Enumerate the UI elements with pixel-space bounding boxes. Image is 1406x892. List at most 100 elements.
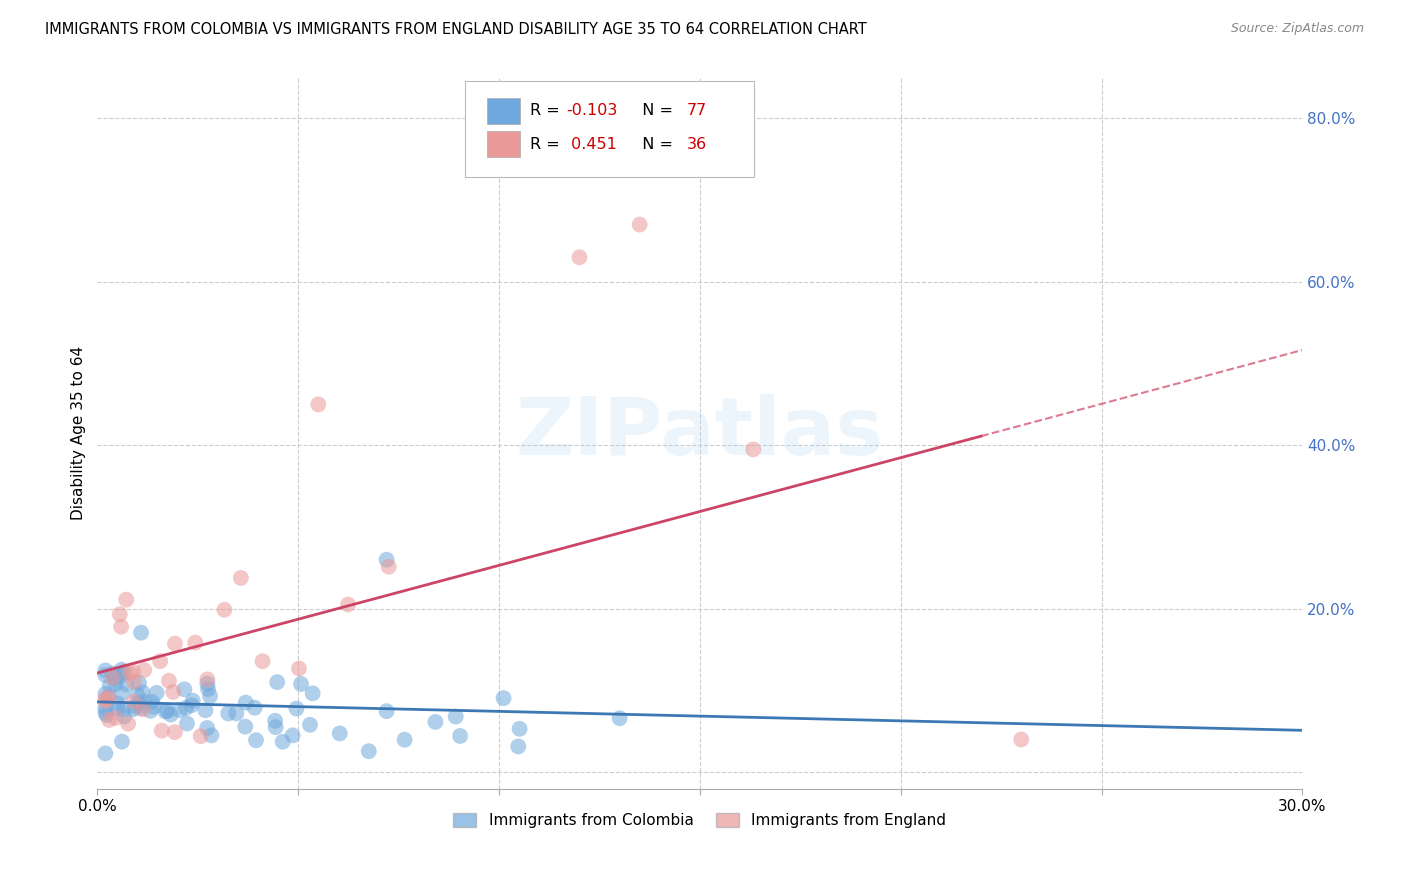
Point	[101, 666, 124, 681]
Point	[225, 706, 247, 721]
Text: 77: 77	[686, 103, 707, 119]
Point	[111, 734, 134, 748]
Point	[145, 686, 167, 700]
Point	[742, 442, 765, 457]
Point	[628, 218, 651, 232]
Point	[98, 690, 121, 705]
Point	[129, 701, 152, 715]
Point	[329, 726, 352, 740]
Point	[235, 696, 257, 710]
Point	[195, 676, 218, 690]
Text: IMMIGRANTS FROM COLOMBIA VS IMMIGRANTS FROM ENGLAND DISABILITY AGE 35 TO 64 CORR: IMMIGRANTS FROM COLOMBIA VS IMMIGRANTS F…	[45, 22, 866, 37]
Point	[112, 709, 135, 723]
Point	[285, 701, 308, 715]
Point	[508, 739, 530, 754]
Point	[492, 691, 515, 706]
Y-axis label: Disability Age 35 to 64: Disability Age 35 to 64	[72, 346, 86, 520]
Text: R =: R =	[530, 136, 565, 152]
Point	[128, 696, 150, 710]
Point	[176, 716, 198, 731]
Point	[142, 699, 165, 714]
Point	[149, 654, 172, 668]
Point	[118, 666, 141, 681]
Point	[110, 620, 132, 634]
Point	[117, 716, 139, 731]
Point	[195, 721, 218, 735]
Point	[195, 673, 218, 687]
Point	[375, 552, 398, 566]
Point	[98, 679, 121, 693]
Point	[159, 707, 181, 722]
Point	[217, 706, 239, 721]
Point	[568, 250, 591, 264]
Point	[94, 687, 117, 701]
Point	[264, 720, 287, 734]
Point	[115, 677, 138, 691]
Point	[129, 625, 152, 640]
Point	[194, 703, 217, 717]
Point	[115, 592, 138, 607]
Point	[173, 682, 195, 697]
Text: N =: N =	[633, 103, 679, 119]
Text: Source: ZipAtlas.com: Source: ZipAtlas.com	[1230, 22, 1364, 36]
Point	[377, 559, 399, 574]
Point	[134, 695, 156, 709]
Point	[124, 699, 146, 714]
Point	[150, 723, 173, 738]
Point	[609, 711, 631, 725]
Point	[162, 685, 184, 699]
Point	[198, 689, 221, 703]
Point	[94, 668, 117, 682]
Text: N =: N =	[633, 136, 679, 152]
Point	[169, 703, 191, 717]
Point	[200, 728, 222, 742]
Point	[301, 686, 323, 700]
Point	[108, 669, 131, 683]
Point	[111, 686, 134, 700]
Point	[128, 676, 150, 690]
Point	[375, 704, 398, 718]
Point	[190, 729, 212, 743]
FancyBboxPatch shape	[486, 131, 520, 157]
Point	[139, 704, 162, 718]
Point	[104, 672, 127, 686]
Point	[96, 708, 118, 723]
Point	[122, 665, 145, 679]
Point	[110, 663, 132, 677]
Point	[94, 701, 117, 715]
Point	[94, 694, 117, 708]
Text: ZIPatlas: ZIPatlas	[516, 394, 884, 472]
Point	[266, 675, 288, 690]
Point	[122, 695, 145, 709]
Point	[101, 671, 124, 685]
Point	[307, 397, 329, 411]
Point	[112, 665, 135, 680]
Point	[131, 685, 153, 699]
Point	[181, 694, 204, 708]
Point	[94, 691, 117, 706]
Point	[107, 697, 129, 711]
Point	[184, 635, 207, 649]
Text: R =: R =	[530, 103, 565, 119]
Point	[271, 735, 294, 749]
Point	[357, 744, 380, 758]
Point	[337, 598, 360, 612]
Point	[449, 729, 471, 743]
Point	[1010, 732, 1032, 747]
Point	[174, 701, 197, 715]
Point	[180, 698, 202, 713]
Point	[425, 714, 447, 729]
Point	[94, 706, 117, 720]
Text: 36: 36	[686, 136, 707, 152]
Point	[94, 747, 117, 761]
Point	[107, 701, 129, 715]
FancyBboxPatch shape	[486, 98, 520, 124]
Point	[98, 713, 121, 727]
Point	[122, 702, 145, 716]
Point	[127, 687, 149, 701]
Point	[229, 571, 252, 585]
Point	[155, 705, 177, 719]
Point	[163, 725, 186, 739]
Point	[233, 720, 256, 734]
Point	[141, 695, 163, 709]
